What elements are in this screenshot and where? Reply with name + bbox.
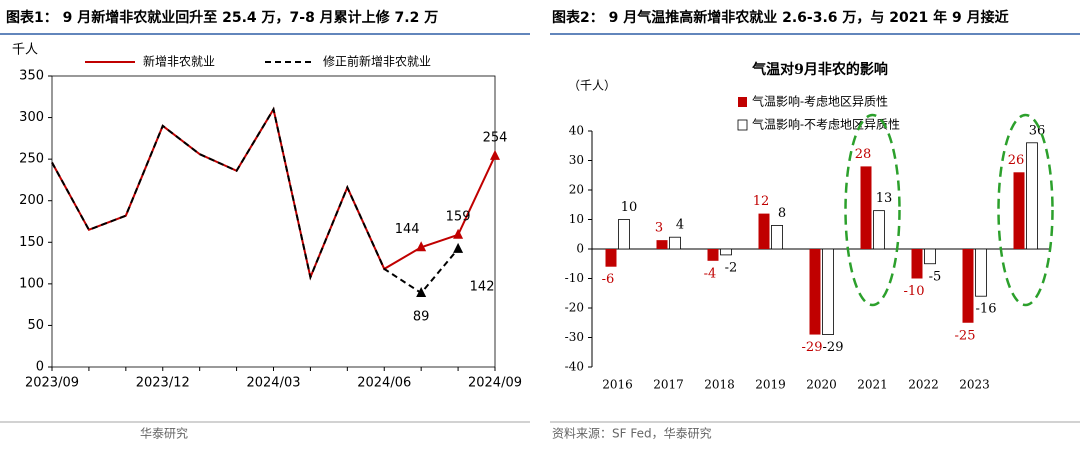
data-label: 26 xyxy=(1008,153,1025,168)
y-tick-label: -10 xyxy=(565,271,584,285)
marker xyxy=(453,228,464,239)
legend-label: 气温影响-考虑地区异质性 xyxy=(752,94,888,109)
x-tick-label: 2016 xyxy=(602,378,633,392)
bar xyxy=(707,249,719,261)
data-label: -2 xyxy=(725,260,738,275)
bar xyxy=(720,248,732,256)
line-series xyxy=(51,106,459,295)
y-axis-label: 千人 xyxy=(12,43,38,58)
bar xyxy=(771,224,783,250)
x-tick-label: 2023 xyxy=(959,378,990,392)
data-label: 159 xyxy=(446,209,471,224)
data-label: -5 xyxy=(929,269,942,284)
y-tick-label: 10 xyxy=(569,212,584,226)
legend-swatch xyxy=(737,119,748,131)
data-label: 13 xyxy=(876,191,893,206)
data-label: 4 xyxy=(676,218,684,233)
bar xyxy=(758,213,770,249)
source: 资料来源：SF Fed，华泰研究 xyxy=(552,426,712,441)
bar xyxy=(962,249,974,323)
chart-title: 图表1： 9 月新增非农就业回升至 25.4 万，7-8 月累计上修 7.2 万 xyxy=(6,9,438,26)
data-label: 12 xyxy=(753,194,770,209)
y-tick-label: 40 xyxy=(569,124,584,138)
y-tick-label: 0 xyxy=(576,242,584,256)
x-tick-label: 2024/06 xyxy=(357,376,411,391)
marker xyxy=(416,287,427,298)
bar xyxy=(809,249,821,335)
x-tick-label: 2023/09 xyxy=(25,376,79,391)
y-tick-label: 250 xyxy=(19,152,44,167)
marker xyxy=(453,242,464,253)
data-label: 8 xyxy=(778,206,786,221)
y-tick-label: 50 xyxy=(27,318,44,333)
x-tick-label: 2019 xyxy=(755,378,786,392)
y-tick-label: 30 xyxy=(569,153,584,167)
bar xyxy=(911,249,923,279)
y-tick-label: -40 xyxy=(565,360,584,374)
data-label: -10 xyxy=(904,284,925,299)
data-label: 3 xyxy=(655,221,663,236)
y-tick-label: 200 xyxy=(19,193,44,208)
y-tick-label: -20 xyxy=(565,301,584,315)
x-tick-label: 2024/03 xyxy=(246,376,300,391)
data-label: -29 xyxy=(823,340,844,355)
data-label: 144 xyxy=(395,222,420,237)
source: 华泰研究 xyxy=(140,426,188,441)
bar xyxy=(656,240,668,249)
highlight-ellipse xyxy=(997,113,1054,307)
bar xyxy=(1013,172,1025,249)
x-tick-label: 2017 xyxy=(653,378,684,392)
bar xyxy=(873,210,885,250)
y-tick-label: 100 xyxy=(19,276,44,291)
data-label: 89 xyxy=(413,310,430,325)
x-tick-label: 2018 xyxy=(704,378,735,392)
bar xyxy=(669,236,681,250)
bar xyxy=(1026,142,1038,250)
legend-swatch xyxy=(738,97,747,107)
data-label: 10 xyxy=(621,200,638,215)
bar xyxy=(822,248,834,335)
data-label: -4 xyxy=(704,266,717,281)
bar xyxy=(975,248,987,297)
data-label: -29 xyxy=(802,340,823,355)
x-tick-label: 2021 xyxy=(857,378,888,392)
bar xyxy=(618,219,630,250)
data-label: 28 xyxy=(855,147,872,162)
marker xyxy=(490,149,500,160)
line-series xyxy=(51,106,496,281)
legend-label: 气温影响-不考虑地区异质性 xyxy=(752,117,900,132)
data-label: 254 xyxy=(483,130,508,145)
data-label: -6 xyxy=(602,272,615,287)
marker xyxy=(416,241,427,252)
data-label: -16 xyxy=(976,302,997,317)
legend-label: 修正前新增非农就业 xyxy=(323,54,431,69)
x-tick-label: 2024/09 xyxy=(468,376,522,391)
legend-label: 新增非农就业 xyxy=(143,54,215,69)
x-tick-label: 2020 xyxy=(806,378,837,392)
y-tick-label: 0 xyxy=(36,360,44,375)
data-label: -25 xyxy=(955,328,976,343)
bar xyxy=(924,248,936,265)
chart-title: 图表2： 9 月气温推高新增非农就业 2.6-3.6 万，与 2021 年 9 … xyxy=(552,9,1009,26)
y-tick-label: 20 xyxy=(569,183,584,197)
x-tick-label: 2023/12 xyxy=(136,376,190,391)
y-axis-label: （千人） xyxy=(568,79,616,93)
bar xyxy=(605,249,617,267)
data-label: 142 xyxy=(470,279,495,294)
y-tick-label: 350 xyxy=(19,69,44,84)
x-tick-label: 2022 xyxy=(908,378,939,392)
y-tick-label: 150 xyxy=(19,235,44,250)
bar xyxy=(860,166,872,249)
highlight-ellipse xyxy=(844,113,901,307)
chart-subtitle: 气温对9月非农的影响 xyxy=(751,61,888,78)
y-tick-label: -30 xyxy=(565,330,584,344)
y-tick-label: 300 xyxy=(19,110,44,125)
